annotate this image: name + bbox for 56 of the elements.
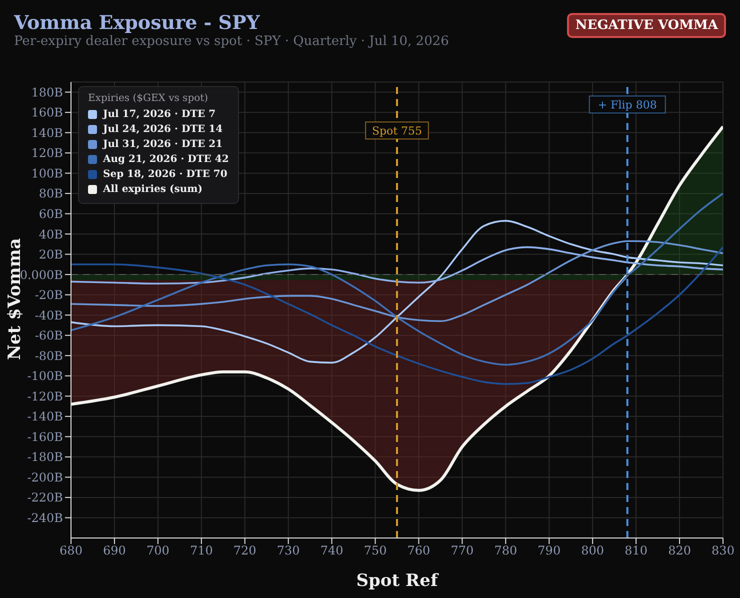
y-tick-label: 120B — [31, 146, 64, 160]
x-tick-label: 780 — [494, 544, 518, 558]
y-tick-label: -20B — [34, 288, 64, 302]
ref-line-label: + Flip 808 — [598, 98, 657, 112]
x-tick-label: 690 — [103, 544, 126, 558]
y-tick-label: 100B — [31, 166, 64, 180]
y-tick-label: -60B — [34, 328, 64, 343]
x-axis-title: Spot Ref — [356, 571, 440, 591]
x-tick-label: 710 — [190, 544, 213, 558]
y-tick-label: 0.000B — [20, 268, 64, 282]
y-tick-label: 80B — [38, 186, 64, 201]
x-tick-label: 770 — [450, 544, 474, 558]
y-tick-label: -40B — [34, 308, 64, 322]
x-tick-label: 830 — [712, 544, 734, 558]
chart-subtitle: Per-expiry dealer exposure vs spot · SPY · Quarterly · Jul 10, 2026 — [14, 34, 449, 49]
text: NEGATIVE VOMMA — [567, 13, 726, 38]
line-series — [71, 192, 723, 366]
legend-label: Jul 17, 2026 · DTE 7 — [103, 108, 216, 122]
legend-label: All expiries (sum) — [103, 183, 202, 197]
chart-title: Vomma Exposure - SPY — [14, 12, 260, 34]
x-tick-label: 820 — [668, 544, 691, 558]
x-tick-label: 740 — [320, 544, 344, 558]
x-tick-label: 700 — [146, 544, 170, 558]
legend-label: Aug 21, 2026 · DTE 42 — [103, 153, 229, 167]
y-tick-label: 40B — [38, 227, 64, 242]
y-tick-label: -140B — [27, 410, 64, 424]
ref-line-label: Spot 755 — [372, 124, 422, 138]
legend-label: Jul 24, 2026 · DTE 14 — [103, 123, 223, 137]
line-series — [71, 240, 723, 322]
legend-label: Jul 31, 2026 · DTE 21 — [103, 138, 223, 152]
y-tick-label: -160B — [27, 430, 64, 444]
legend-label: Sep 18, 2026 · DTE 70 — [103, 168, 228, 182]
x-tick-label: 800 — [581, 544, 604, 558]
y-tick-label: 140B — [31, 126, 64, 140]
x-tick-label: 750 — [364, 544, 387, 558]
legend-title: Expiries ($GEX vs spot) — [88, 93, 210, 104]
x-tick-label: 790 — [538, 544, 561, 558]
y-tick-label: -80B — [34, 348, 64, 363]
x-tick-label: 760 — [407, 544, 430, 558]
line-series — [71, 246, 723, 285]
x-tick-label: 730 — [276, 544, 300, 558]
x-tick-label: 810 — [624, 544, 648, 558]
y-tick-label: 20B — [38, 248, 64, 262]
y-tick-label: 160B — [31, 106, 64, 120]
y-tick-label: -180B — [27, 450, 64, 464]
y-tick-label: -100B — [27, 369, 64, 384]
y-tick-label: -220B — [27, 490, 64, 505]
y-tick-label: -120B — [27, 389, 64, 404]
y-tick-label: -200B — [27, 470, 64, 484]
x-tick-label: 680 — [60, 544, 82, 558]
line-series — [71, 246, 723, 385]
x-tick-label: 720 — [233, 544, 256, 558]
line-series — [71, 220, 723, 364]
y-tick-label: 180B — [31, 85, 64, 100]
y-tick-label: 60B — [38, 206, 64, 221]
y-tick-label: -240B — [27, 510, 64, 525]
